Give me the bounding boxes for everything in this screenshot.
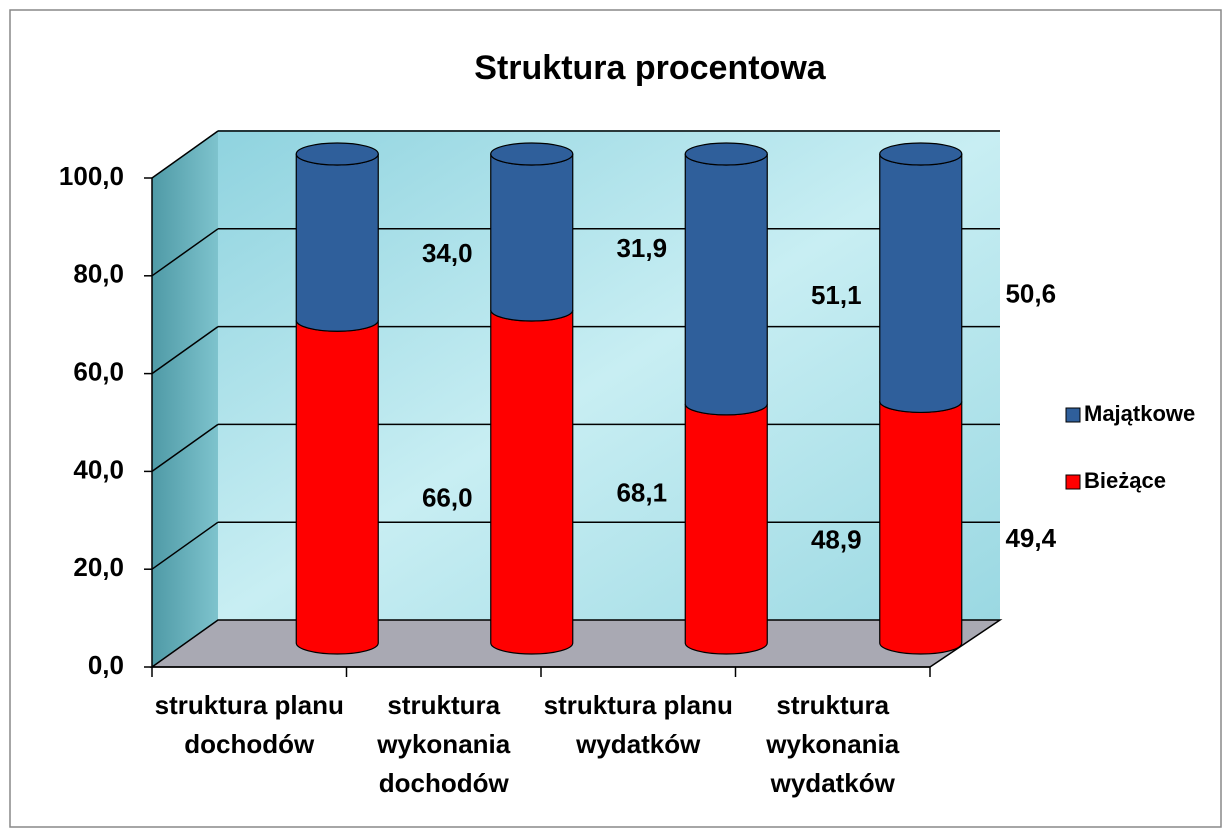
grid-line	[151, 325, 219, 375]
cylinder-segment	[684, 153, 768, 416]
chart-title: Struktura procentowa	[474, 49, 826, 87]
y-tick-label: 20,0	[73, 552, 124, 582]
cylinder-top	[684, 142, 768, 166]
floor	[149, 619, 1003, 668]
cylinder-top	[295, 142, 379, 166]
y-tick-label: 0,0	[88, 650, 124, 680]
grid-line	[151, 228, 219, 277]
y-tick-label: 60,0	[73, 356, 124, 386]
cylinder-segment	[490, 153, 574, 322]
x-tick-label: struktura planu dochodów	[154, 690, 344, 759]
legend-swatch	[1065, 407, 1081, 423]
legend-swatch	[1065, 474, 1081, 490]
y-tick-label: 80,0	[73, 259, 124, 289]
y-tick-label: 100,0	[59, 161, 124, 191]
cylinder-segment	[295, 153, 379, 332]
value-label: 68,1	[616, 477, 667, 507]
value-label: 51,1	[811, 280, 862, 310]
grid-line	[151, 130, 219, 179]
grid-line	[151, 423, 219, 473]
x-tick-label: struktura wykonania wydatków	[766, 690, 900, 798]
cylinder-segment	[879, 401, 963, 655]
cylinder-segment	[490, 309, 574, 655]
value-label: 66,0	[422, 483, 473, 513]
value-label: 48,9	[811, 524, 862, 554]
y-tick-label: 40,0	[73, 454, 124, 484]
value-label: 31,9	[616, 233, 667, 263]
cylinder-segment	[684, 403, 768, 655]
back-wall	[218, 130, 1000, 620]
grid-line	[151, 521, 219, 570]
value-label: 34,0	[422, 238, 473, 268]
x-tick-label: struktura wykonania dochodów	[377, 690, 511, 798]
side-wall	[152, 130, 218, 667]
cylinder-segment	[879, 153, 963, 414]
x-tick-label: struktura planu wydatków	[543, 690, 733, 759]
value-label: 50,6	[1005, 279, 1056, 309]
cylinder-top	[879, 142, 963, 166]
legend-label: Majątkowe	[1084, 401, 1195, 426]
value-label: 49,4	[1005, 523, 1056, 553]
cylinder-segment	[295, 320, 379, 655]
legend-label: Bieżące	[1084, 468, 1166, 493]
cylinder-top	[490, 142, 574, 166]
